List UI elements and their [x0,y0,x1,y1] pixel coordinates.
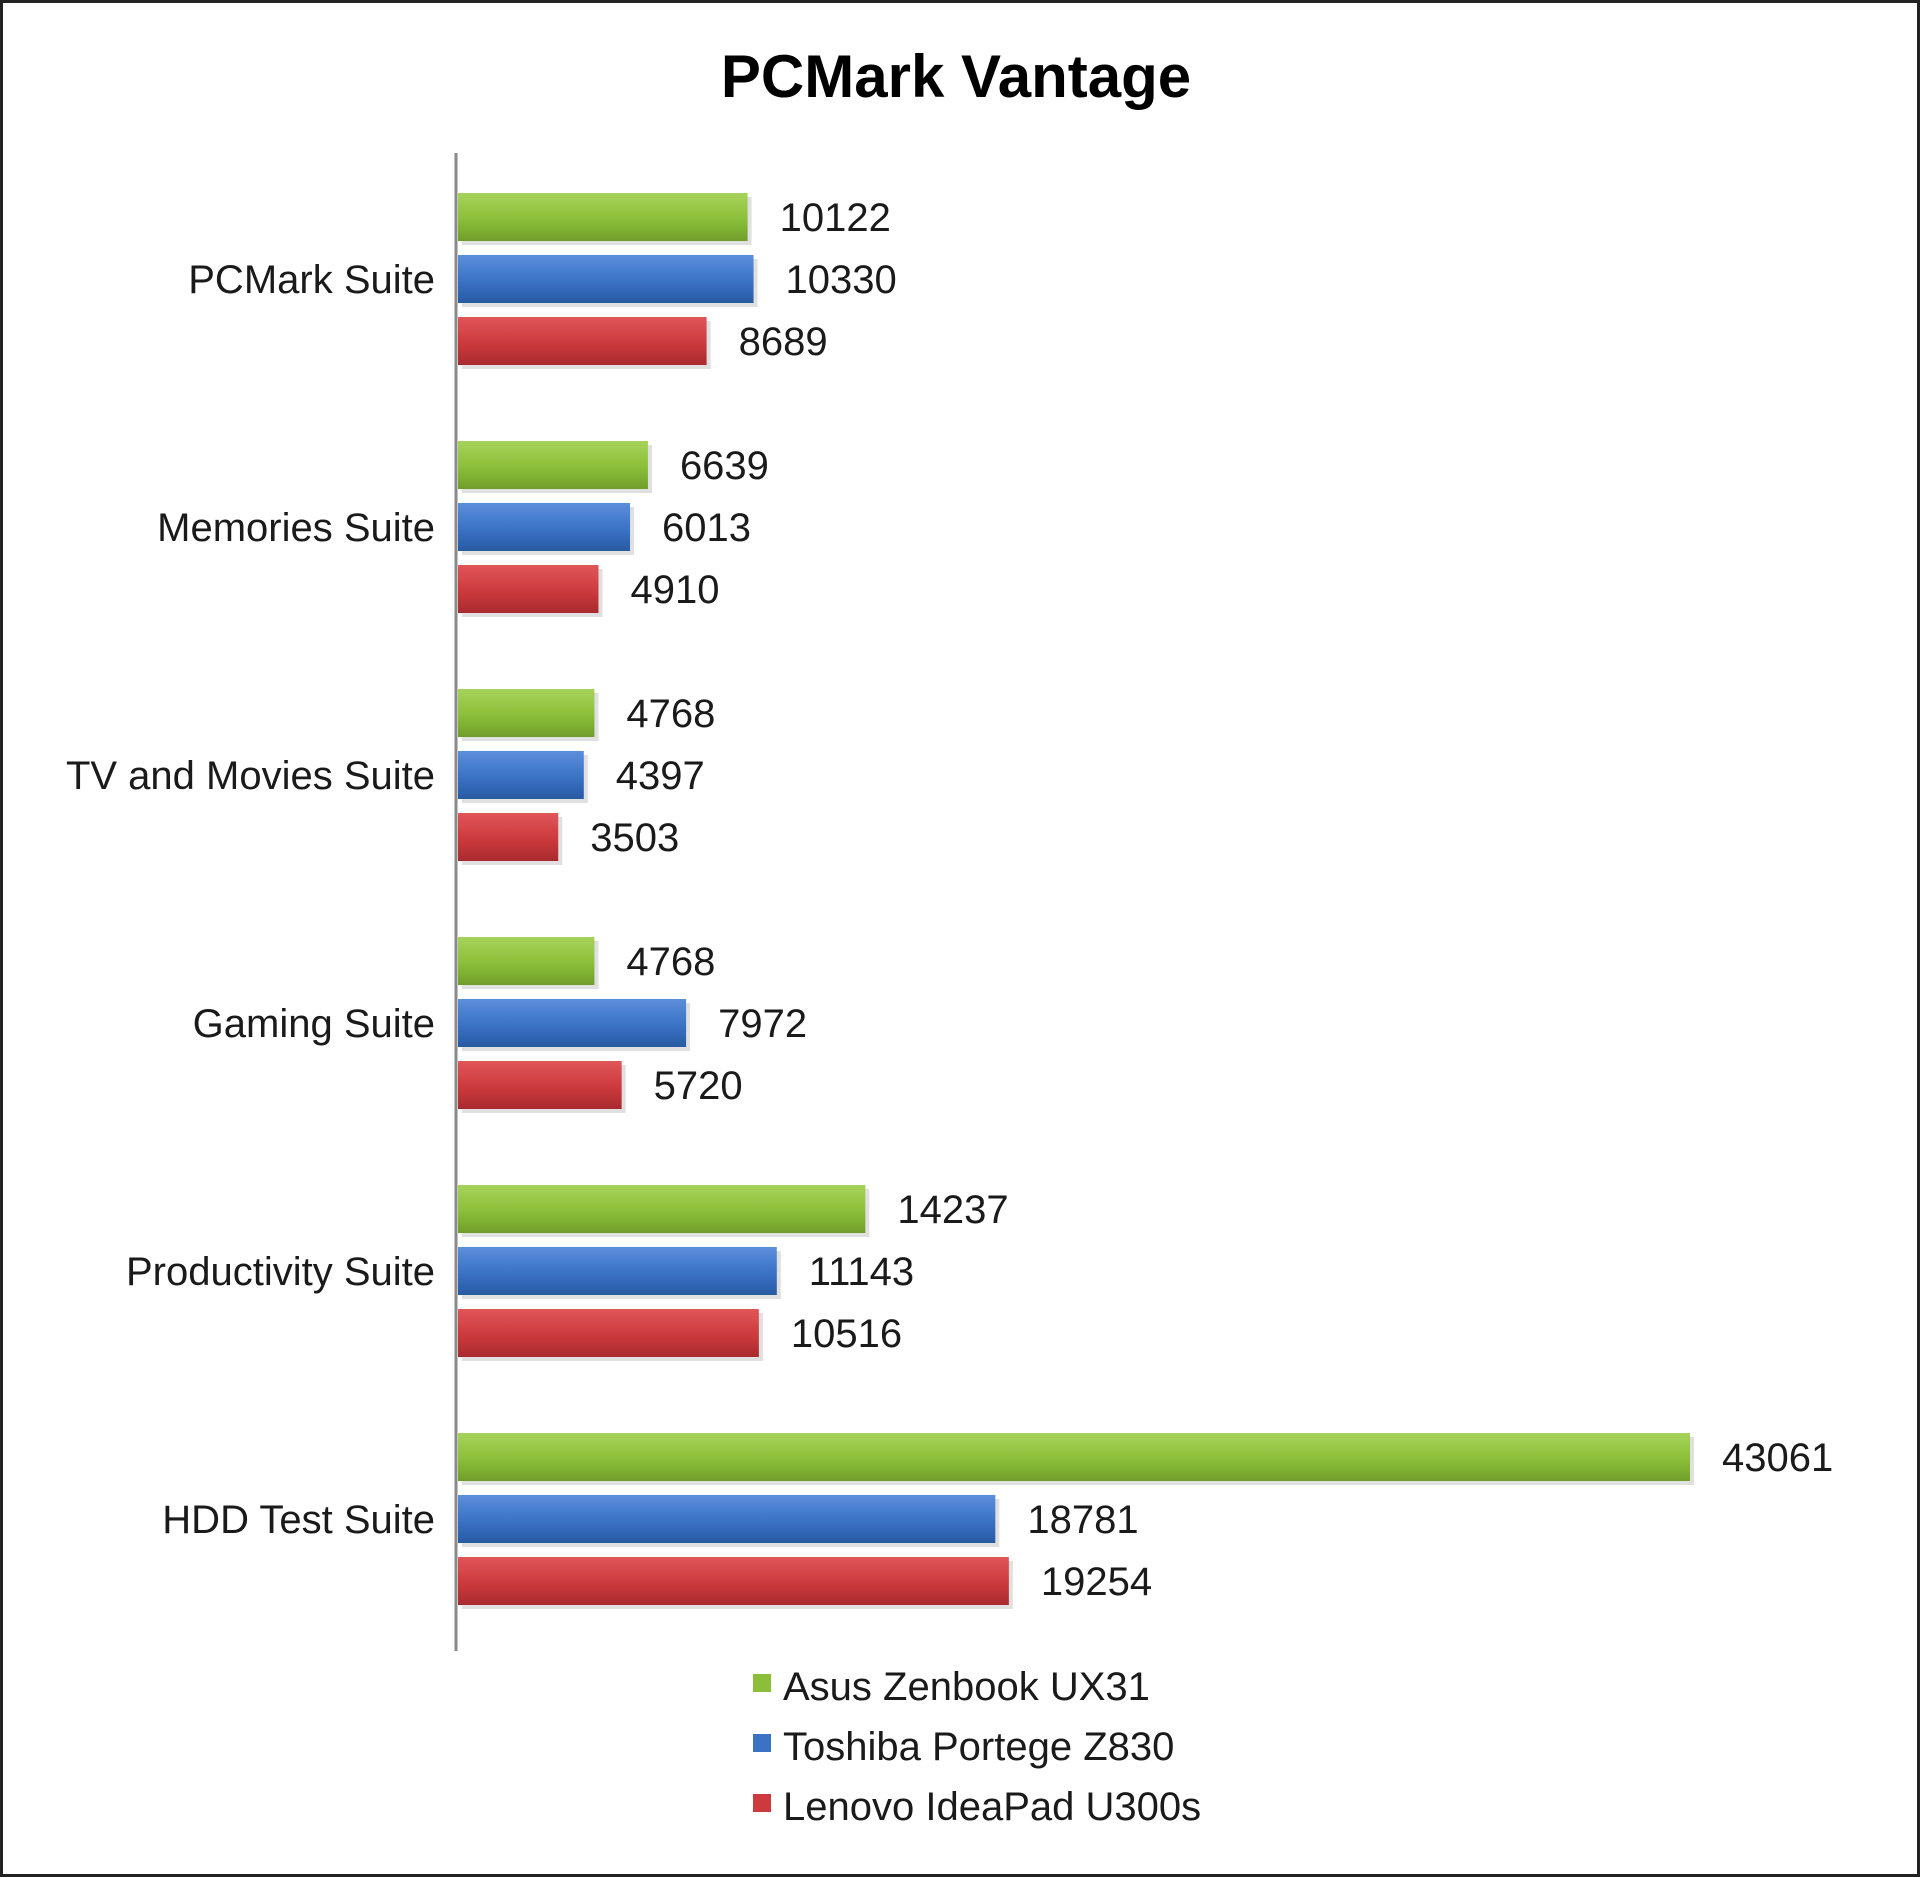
category-label: Memories Suite [157,506,435,550]
data-label: 4768 [626,940,715,984]
data-label: 4910 [630,568,719,612]
bar [458,999,687,1047]
bar [458,503,631,551]
category-label: Gaming Suite [193,1002,435,1046]
category-label: TV and Movies Suite [66,754,435,798]
data-label: 19254 [1041,1560,1152,1604]
bar [458,1185,866,1233]
data-label: 10516 [791,1312,902,1356]
data-label: 7972 [718,1002,807,1046]
bar [458,317,707,365]
data-label: 14237 [897,1188,1008,1232]
bar [458,1247,777,1295]
data-label: 5720 [654,1064,743,1108]
data-label: 10122 [780,196,891,240]
data-label: 43061 [1722,1436,1833,1480]
data-label: 18781 [1027,1498,1138,1542]
data-label: 8689 [739,320,828,364]
bar [458,1433,1690,1481]
bar [458,193,748,241]
bar-chart: PCMark Vantage PCMark Suite 10122 10330 868… [66,43,1833,1829]
legend-label: Toshiba Portege Z830 [783,1725,1174,1769]
data-label: 10330 [786,258,897,302]
bar [458,1557,1009,1605]
data-label: 4397 [616,754,705,798]
data-label: 6013 [662,506,751,550]
bar [458,1309,759,1357]
bar [458,565,599,613]
legend-swatch [753,1734,771,1752]
legend-label: Asus Zenbook UX31 [783,1665,1150,1709]
bar [458,255,754,303]
data-label: 3503 [590,816,679,860]
category-label: HDD Test Suite [162,1498,435,1542]
data-label: 4768 [626,692,715,736]
bar [458,751,584,799]
data-label: 6639 [680,444,769,488]
bar [458,813,559,861]
bar [458,1061,622,1109]
bar [458,441,648,489]
bar [458,937,595,985]
legend: Asus Zenbook UX31 Toshiba Portege Z830 Len… [753,1665,1201,1829]
legend-swatch [753,1794,771,1812]
category-label: Productivity Suite [126,1250,435,1294]
data-label: 11143 [809,1250,914,1294]
chart-title: PCMark Vantage [721,43,1191,110]
category-label: PCMark Suite [188,258,435,302]
bar [458,1495,996,1543]
legend-swatch [753,1674,771,1692]
legend-label: Lenovo IdeaPad U300s [783,1785,1201,1829]
bar [458,689,595,737]
